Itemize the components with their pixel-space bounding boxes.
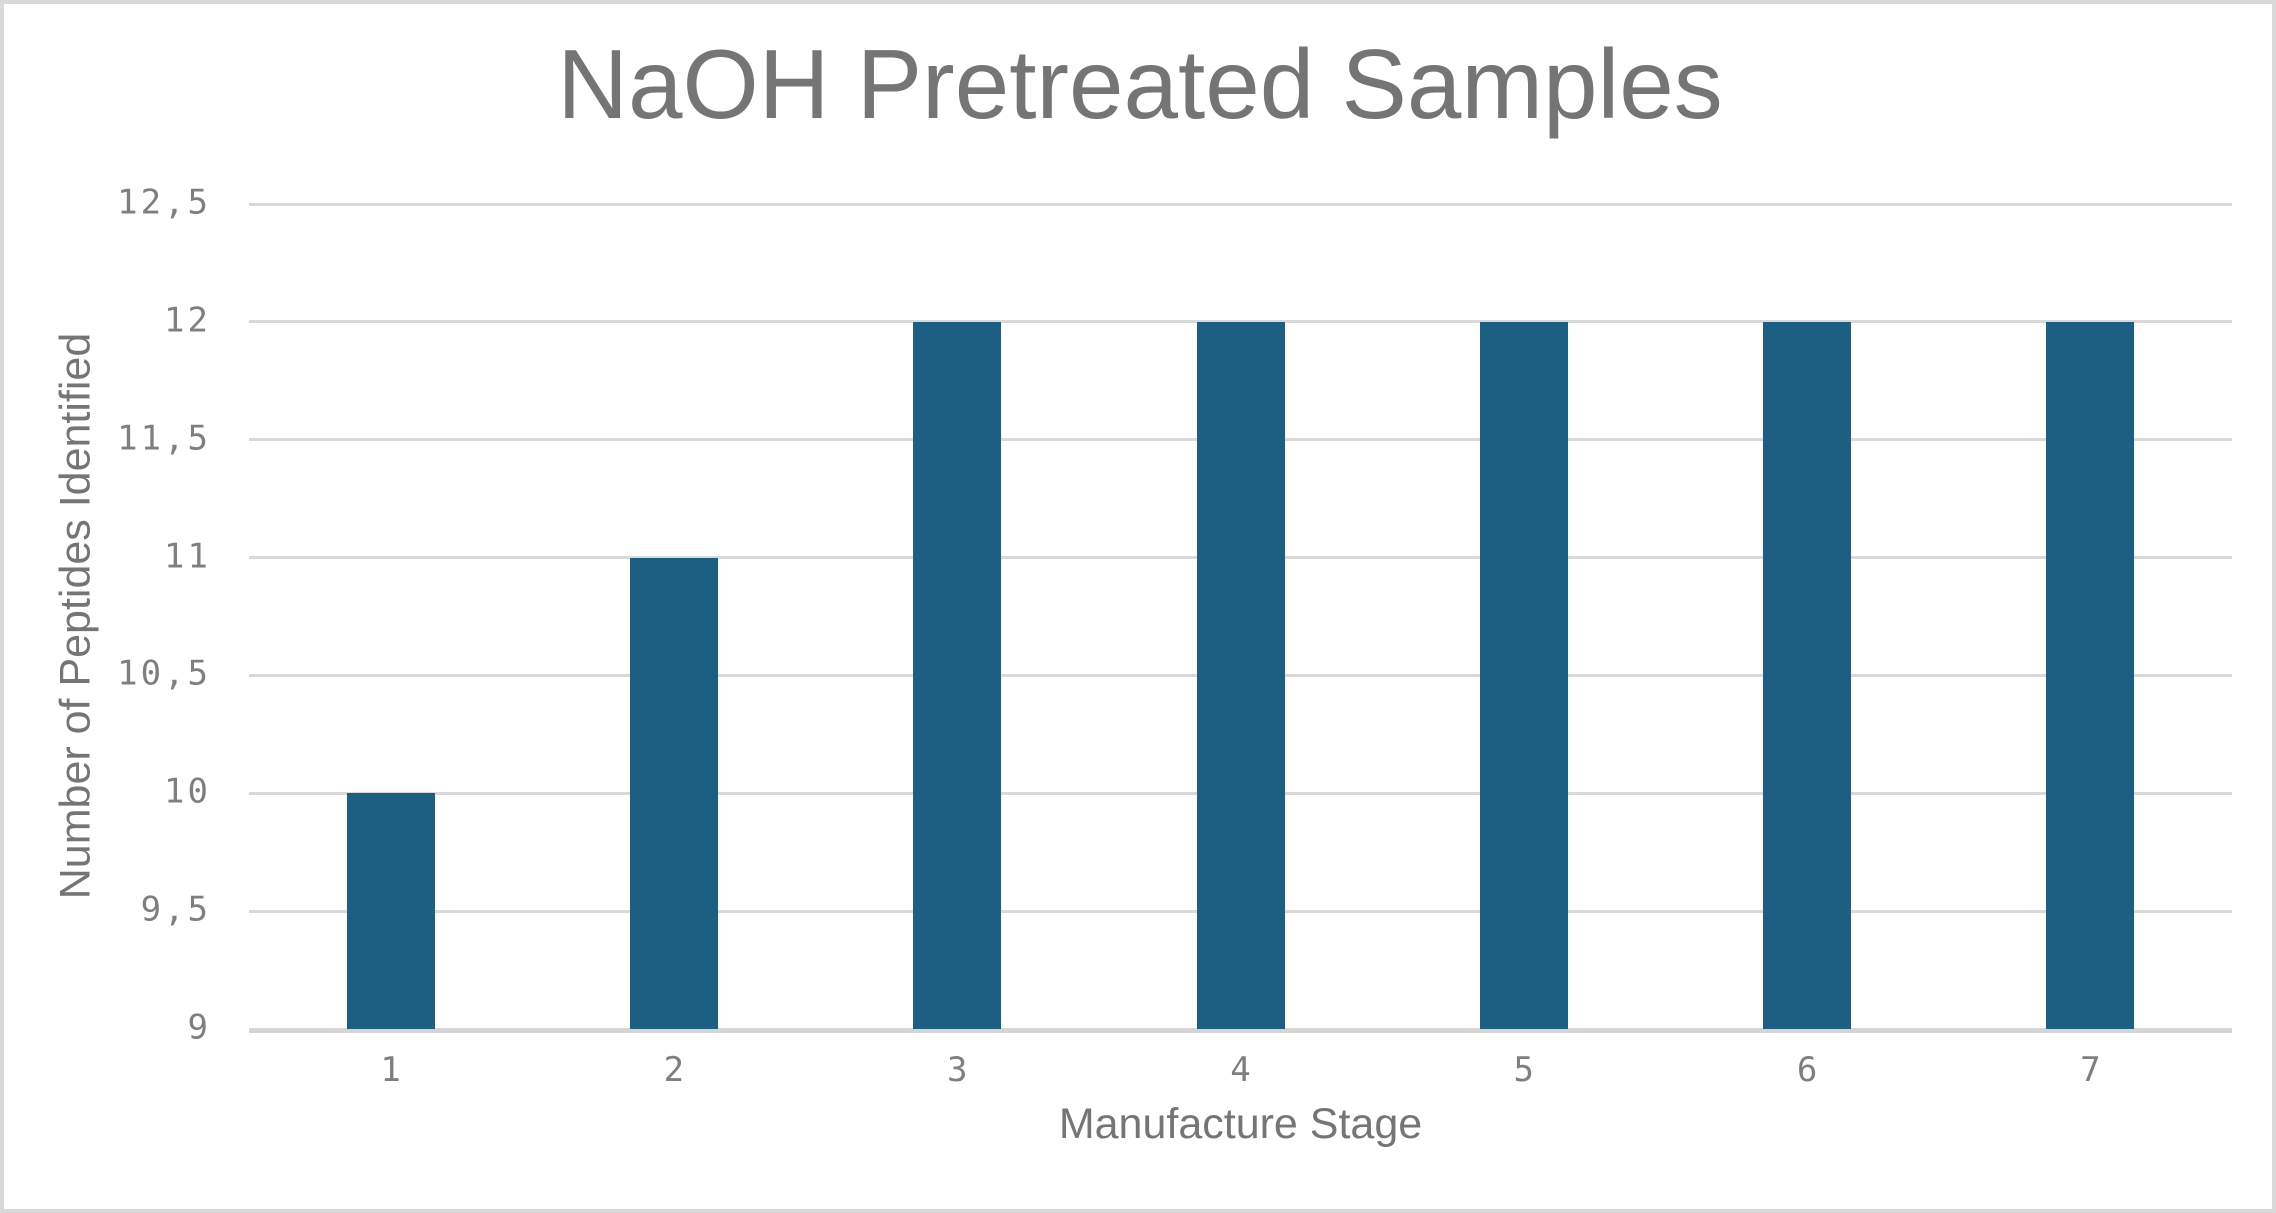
- x-tick-label: 2: [663, 1050, 685, 1090]
- bar-stage-4: [1196, 321, 1285, 1029]
- x-axis-title: Manufacture Stage: [1058, 1100, 1423, 1148]
- y-gridline: [249, 202, 2232, 206]
- bar-stage-6: [1763, 321, 1852, 1029]
- x-tick-label: 3: [946, 1050, 968, 1090]
- bar-stage-2: [629, 557, 718, 1029]
- y-tick-label: 12,5: [117, 182, 211, 223]
- y-tick-label: 9: [187, 1007, 211, 1048]
- y-tick-label: 11,5: [117, 418, 211, 459]
- chart-title: NaOH Pretreated Samples: [557, 29, 1723, 139]
- y-axis-title: Number of Peptides Identified: [51, 332, 100, 900]
- x-tick-label: 6: [1796, 1050, 1818, 1090]
- x-tick-label: 1: [380, 1050, 401, 1090]
- bar-stage-7: [2046, 321, 2135, 1029]
- bar-stage-3: [913, 321, 1002, 1029]
- bar-stage-5: [1479, 321, 1568, 1029]
- y-tick-label: 11: [164, 535, 211, 576]
- y-tick-label: 9,5: [140, 889, 211, 930]
- x-tick-label: 7: [2080, 1050, 2101, 1090]
- bar-stage-1: [346, 793, 435, 1029]
- x-axis-line: [249, 1029, 2232, 1033]
- y-tick-label: 10: [164, 771, 211, 812]
- y-tick-label: 10,5: [117, 653, 211, 694]
- x-tick-label: 5: [1513, 1050, 1535, 1090]
- x-tick-label: 4: [1230, 1050, 1251, 1090]
- y-tick-label: 12: [164, 300, 211, 341]
